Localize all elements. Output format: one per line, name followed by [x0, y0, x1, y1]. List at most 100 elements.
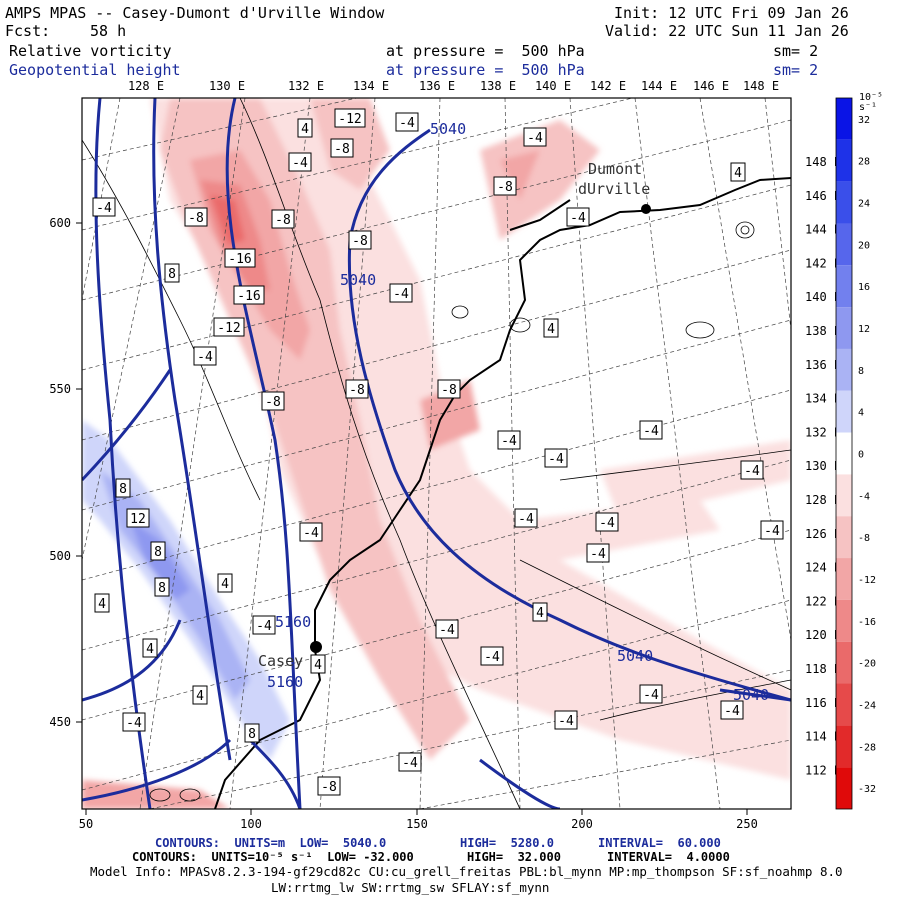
colorbar-segment	[836, 432, 852, 475]
vorticity-label: 4	[297, 118, 313, 138]
field2-smoothing: sm= 2	[773, 61, 819, 79]
casey-label: Casey	[258, 652, 303, 670]
latitude-label: 112 E	[805, 763, 841, 777]
latitude-label: 116 E	[805, 696, 841, 710]
y-tick-label: 500	[49, 549, 71, 563]
longitude-label: 148 E	[743, 79, 779, 93]
longitude-label: 132 E	[288, 79, 324, 93]
model-physics: LW:rrtmg_lw SW:rrtmg_sw SFLAY:sf_mynn	[271, 880, 550, 895]
vorticity-label: -16	[233, 285, 265, 305]
svg-text:-8: -8	[349, 383, 365, 398]
colorbar-label: 12	[858, 324, 870, 335]
station-labels: Dumont dUrville Casey	[258, 160, 650, 670]
vorticity-label: 8	[244, 723, 260, 743]
svg-text:8: 8	[248, 727, 256, 742]
field2-level: at pressure = 500 hPa	[386, 61, 585, 79]
colorbar-segment	[836, 265, 852, 308]
vorticity-label: 4	[94, 593, 110, 613]
colorbar-segment	[836, 181, 852, 224]
svg-text:-4: -4	[548, 452, 564, 467]
gph-contour-interval: INTERVAL= 60.000	[598, 836, 721, 850]
svg-text:-4: -4	[126, 716, 142, 731]
longitude-label: 146 E	[693, 79, 729, 93]
casey-station-marker	[310, 641, 322, 653]
latitude-label: 114 E	[805, 730, 841, 744]
svg-text:-4: -4	[292, 156, 308, 171]
vorticity-label: -8	[437, 379, 461, 399]
map-frame	[81, 97, 792, 810]
svg-text:-4: -4	[399, 116, 415, 131]
latitude-label: 134 E	[805, 392, 841, 406]
vorticity-labels: -12 -8 -8 -16 -16 -12 -8 -8 -4 -4 -8 -8 -4 4 4 -4 -8 -4 -4…	[92, 108, 784, 796]
gph-label: 5160	[275, 613, 311, 631]
svg-text:-4: -4	[96, 201, 112, 216]
latitude-label: 140 E	[805, 290, 841, 304]
latitude-label: 130 E	[805, 459, 841, 473]
vorticity-label: -16	[224, 248, 256, 268]
forecast-hour: 58 h	[90, 22, 127, 40]
svg-text:-16: -16	[237, 289, 260, 304]
latitude-label: 138 E	[805, 324, 841, 338]
vorticity-label: -4	[122, 712, 146, 732]
vorticity-label: 4	[730, 162, 746, 182]
vorticity-label: -4	[398, 752, 422, 772]
colorbar-label: 20	[858, 240, 870, 251]
vorticity-label: -8	[345, 379, 369, 399]
svg-text:-8: -8	[352, 234, 368, 249]
x-axis-ticks: 50 100 150 200 250	[79, 809, 758, 831]
svg-text:8: 8	[119, 482, 127, 497]
x-tick-label: 200	[571, 817, 593, 831]
vorticity-label: 4	[532, 602, 548, 622]
vorticity-label: -4	[760, 520, 784, 540]
svg-text:-8: -8	[188, 211, 204, 226]
vorticity-label: 4	[543, 318, 559, 338]
vorticity-label: -4	[639, 684, 663, 704]
colorbar-label: 8	[858, 366, 864, 377]
model-info: Model Info: MPASv8.2.3-194-gf29cd82c CU:…	[90, 864, 843, 879]
vorticity-label: 4	[310, 654, 326, 674]
latitude-label: 118 E	[805, 662, 841, 676]
vorticity-label: -4	[514, 508, 538, 528]
gph-label: 5160	[267, 673, 303, 691]
init-time: Init: 12 UTC Fri 09 Jan 26	[614, 4, 849, 22]
vorticity-label: -4	[639, 420, 663, 440]
vort-contour-info: CONTOURS: UNITS=10⁻⁵ s⁻¹ LOW= -32.000	[132, 850, 414, 864]
vorticity-label: -8	[493, 176, 517, 196]
latitude-labels: 148 E 146 E 144 E 142 E 140 E 138 E 136 E 134 E…	[805, 155, 841, 777]
svg-text:-4: -4	[518, 512, 534, 527]
longitude-label: 128 E	[128, 79, 164, 93]
svg-text:4: 4	[146, 642, 154, 657]
svg-text:-4: -4	[197, 350, 213, 365]
svg-text:-4: -4	[402, 756, 418, 771]
svg-text:-4: -4	[393, 287, 409, 302]
vorticity-label: -12	[334, 108, 366, 128]
latitude-label: 120 E	[805, 628, 841, 642]
vorticity-label: -4	[740, 460, 764, 480]
colorbar: 32 28 24 20 16 12 8 4 0 -4 -8 -12 -16 -20 -24 -28 -32	[835, 97, 876, 810]
colorbar-label: -16	[858, 617, 876, 628]
latitude-label: 148 E	[805, 155, 841, 169]
vorticity-label: -8	[184, 207, 208, 227]
svg-text:4: 4	[536, 606, 544, 621]
colorbar-label: 28	[858, 157, 870, 168]
colorbar-segment	[836, 683, 852, 726]
colorbar-label: -12	[858, 575, 876, 586]
colorbar-label: 0	[858, 450, 864, 461]
colorbar-segment	[836, 725, 852, 768]
svg-text:-8: -8	[497, 180, 513, 195]
svg-text:-4: -4	[643, 424, 659, 439]
colorbar-segment	[836, 558, 852, 600]
svg-text:4: 4	[196, 689, 204, 704]
dumont-label-line2: dUrville	[578, 180, 650, 198]
latitude-label: 146 E	[805, 189, 841, 203]
svg-text:-4: -4	[558, 714, 574, 729]
svg-text:8: 8	[158, 581, 166, 596]
dumont-label-line1: Dumont	[588, 160, 642, 178]
colorbar-label: 24	[858, 199, 870, 210]
vorticity-label: -4	[544, 448, 568, 468]
colorbar-segment	[836, 390, 852, 433]
colorbar-segment	[836, 139, 852, 182]
svg-text:8: 8	[154, 545, 162, 560]
vort-contour-interval: INTERVAL= 4.0000	[607, 850, 730, 864]
colorbar-label: 32	[858, 115, 870, 126]
